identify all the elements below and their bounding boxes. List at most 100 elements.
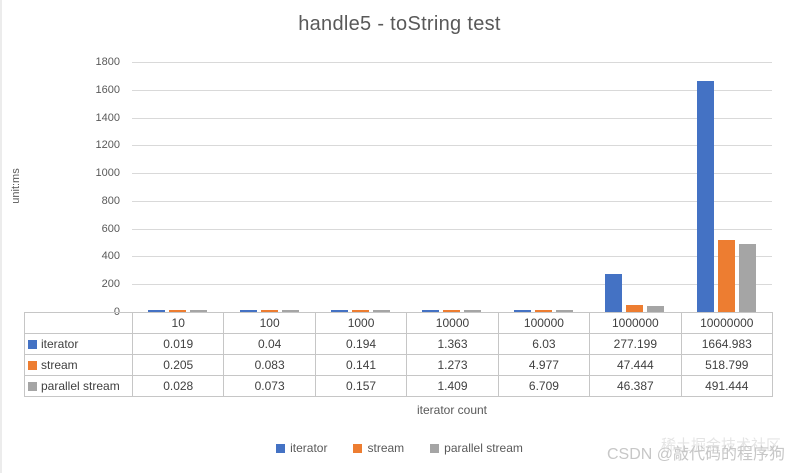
data-table: 10 100 1000 10000 100000 1000000 10000000 itera…	[24, 312, 773, 397]
table-row-label-stream: stream	[25, 355, 133, 376]
table-value-stream-1000: 0.141	[315, 355, 408, 376]
gridline	[132, 228, 772, 230]
bar-parallel-stream-10000	[464, 310, 482, 312]
y-tick-label: 600	[101, 222, 120, 235]
gridline	[132, 256, 772, 258]
table-value-iterator-1000: 0.194	[315, 334, 408, 355]
bar-group-100000	[498, 62, 589, 312]
watermark-secondary: 稀土掘金技术社区	[660, 437, 781, 454]
bar-iterator-10000000	[696, 80, 714, 312]
table-value-parallel-stream-10000: 1.409	[407, 376, 499, 397]
y-tick-label: 800	[101, 194, 120, 207]
gridline	[132, 200, 772, 202]
table-value-parallel-stream-1000000: 46.387	[590, 376, 682, 397]
y-tick-label: 1200	[95, 139, 120, 152]
table-value-parallel-stream-10: 0.028	[133, 376, 225, 397]
table-value-iterator-1000000: 277.199	[590, 334, 682, 355]
bar-iterator-1000000	[605, 273, 623, 312]
bar-parallel-stream-1000000	[647, 305, 665, 312]
legend-item-iterator: iterator	[276, 441, 327, 455]
table-header-1000: 1000	[315, 313, 408, 334]
bar-parallel-stream-10	[190, 310, 208, 312]
table-value-iterator-10000000: 1664.983	[681, 334, 773, 355]
bar-group-10000	[406, 62, 497, 312]
table-value-parallel-stream-10000000: 491.444	[681, 376, 773, 397]
table-corner-cell	[25, 313, 133, 334]
y-axis-title: unit:ms	[10, 168, 22, 204]
bar-parallel-stream-1000	[373, 310, 391, 312]
series-key-swatch	[28, 360, 37, 370]
legend-label: parallel stream	[444, 441, 523, 455]
bar-stream-10000000	[717, 239, 735, 312]
table-value-iterator-10: 0.019	[133, 334, 225, 355]
watermark: 稀土掘金技术社区 CSDN @敲代码的程序狗	[606, 437, 785, 466]
gridline	[132, 62, 772, 63]
bar-iterator-100	[239, 310, 257, 312]
table-value-parallel-stream-100: 0.073	[224, 376, 316, 397]
table-header-100000: 100000	[498, 313, 591, 334]
y-tick-label: 200	[101, 278, 120, 291]
series-name: iterator	[41, 337, 79, 351]
legend-label: stream	[367, 441, 405, 455]
legend: iterator stream parallel stream	[2, 441, 795, 455]
legend-swatch	[276, 443, 286, 453]
gridline	[132, 173, 772, 175]
bar-parallel-stream-100	[281, 310, 299, 312]
series-name: parallel stream	[41, 379, 120, 393]
bar-stream-10	[169, 310, 187, 312]
table-value-stream-10000: 1.273	[407, 355, 499, 376]
table-header-100: 100	[224, 313, 316, 334]
table-value-iterator-10000: 1.363	[407, 334, 499, 355]
gridline	[132, 284, 772, 286]
bar-parallel-stream-10000000	[738, 243, 756, 312]
bar-stream-10000	[443, 310, 461, 312]
plot-area	[132, 62, 772, 312]
table-header-1000000: 1000000	[590, 313, 682, 334]
bar-stream-1000000	[626, 305, 644, 312]
legend-swatch	[353, 443, 363, 453]
legend-item-parallel-stream: parallel stream	[430, 441, 523, 455]
table-value-parallel-stream-1000: 0.157	[315, 376, 408, 397]
legend-label: iterator	[290, 441, 328, 455]
table-value-stream-10000000: 518.799	[681, 355, 773, 376]
table-value-stream-100000: 4.977	[498, 355, 591, 376]
table-value-stream-100: 0.083	[224, 355, 316, 376]
table-value-stream-1000000: 47.444	[590, 355, 682, 376]
bar-stream-100	[260, 310, 278, 312]
bar-group-1000	[315, 62, 406, 312]
y-tick-label: 400	[101, 250, 120, 263]
bar-group-10000000	[681, 62, 772, 312]
y-tick-label: 1400	[95, 111, 120, 124]
watermark-primary: CSDN @敲代码的程序狗	[606, 446, 785, 463]
legend-item-stream: stream	[353, 441, 404, 455]
table-value-iterator-100: 0.04	[224, 334, 316, 355]
table-row-label-iterator: iterator	[25, 334, 133, 355]
bar-parallel-stream-100000	[555, 310, 573, 312]
gridline	[132, 145, 772, 147]
table-header-10000000: 10000000	[681, 313, 773, 334]
series-key-swatch	[28, 339, 37, 349]
bar-iterator-100000	[513, 310, 531, 312]
table-row-label-parallel-stream: parallel stream	[25, 376, 133, 397]
table-value-iterator-100000: 6.03	[498, 334, 591, 355]
x-axis-title: iterator count	[416, 403, 488, 417]
y-tick-label: 1000	[95, 167, 120, 180]
bar-stream-100000	[534, 310, 552, 312]
bar-iterator-10	[148, 310, 166, 312]
y-tick-label: 1800	[95, 56, 120, 68]
gridline	[132, 89, 772, 91]
gridline	[132, 117, 772, 119]
table-value-parallel-stream-100000: 6.709	[498, 376, 591, 397]
bar-group-10	[132, 62, 223, 312]
bar-group-1000000	[589, 62, 680, 312]
bar-group-100	[223, 62, 314, 312]
table-value-stream-10: 0.205	[133, 355, 225, 376]
bar-iterator-1000	[331, 310, 349, 312]
table-header-10: 10	[133, 313, 225, 334]
bar-iterator-10000	[422, 310, 440, 312]
series-key-swatch	[28, 381, 37, 391]
series-name: stream	[41, 358, 78, 372]
table-header-10000: 10000	[407, 313, 499, 334]
chart-title: handle5 - toString test	[298, 13, 501, 35]
